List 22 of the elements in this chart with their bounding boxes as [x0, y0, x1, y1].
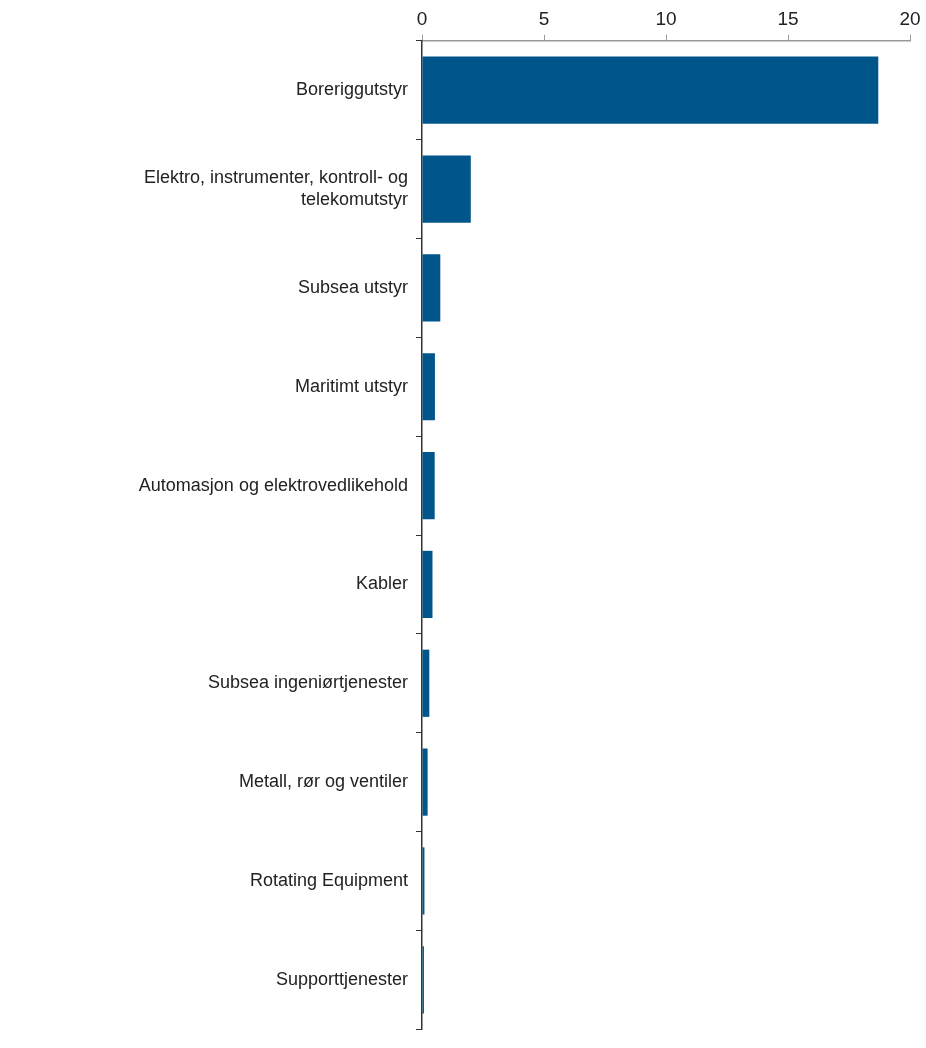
bar [422, 550, 433, 619]
y-tick-label: Elektro, instrumenter, kontroll- og telekomutstyr [143, 167, 408, 209]
bar [422, 254, 441, 322]
x-tick-label: 10 [655, 7, 677, 29]
bar [422, 748, 428, 816]
y-tick-label: Automasjon og elektrovedlikehold [138, 474, 408, 495]
bar [422, 353, 435, 421]
x-tick-label: 0 [416, 7, 428, 29]
y-tick-label: Boreriggutstyr [295, 79, 408, 100]
y-tick-label: Metall, rør og ventiler [238, 771, 408, 792]
x-tick-label: 15 [777, 7, 799, 29]
x-tick-label: 5 [538, 7, 550, 29]
x-tick-label: 20 [899, 7, 921, 29]
bar [422, 451, 435, 520]
y-tick-label: Rotating Equipment [249, 869, 408, 890]
y-tick-label: Kabler [355, 573, 409, 594]
y-tick-label: Maritimt utstyr [294, 375, 408, 396]
y-tick-label: Supporttjenester [275, 968, 408, 989]
bar [422, 56, 879, 124]
y-tick-label: Subsea ingeniørtjenester [207, 672, 408, 693]
bar [422, 155, 471, 223]
y-tick-label: Subsea utstyr [297, 276, 408, 297]
